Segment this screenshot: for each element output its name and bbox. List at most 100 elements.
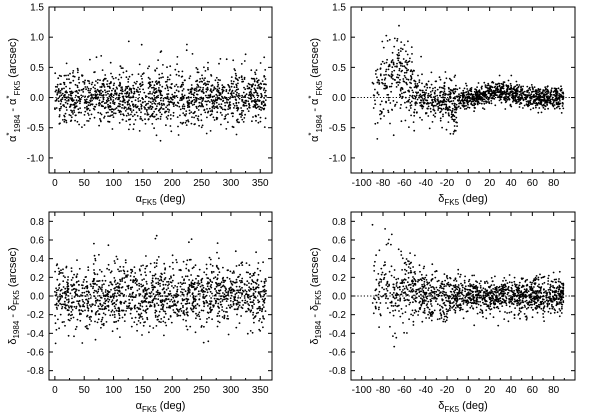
data-point	[101, 90, 104, 93]
data-point	[487, 84, 490, 87]
data-point	[220, 286, 223, 289]
data-point	[374, 298, 376, 301]
data-point	[146, 307, 149, 310]
data-point	[149, 295, 152, 297]
data-point	[148, 81, 151, 84]
data-point	[61, 306, 64, 308]
data-point	[110, 310, 113, 313]
data-point	[237, 88, 240, 91]
data-point	[177, 310, 180, 313]
data-point	[105, 94, 107, 96]
data-point	[151, 106, 154, 108]
data-point	[250, 85, 253, 88]
data-point	[426, 86, 429, 89]
data-point	[251, 100, 254, 102]
data-point	[192, 307, 195, 309]
data-point	[131, 317, 133, 320]
data-point	[211, 106, 214, 109]
data-point	[132, 105, 135, 108]
data-point	[380, 112, 383, 115]
data-point	[205, 288, 207, 290]
data-point	[431, 98, 434, 101]
data-point	[65, 97, 68, 99]
data-point	[432, 114, 435, 117]
data-point	[252, 292, 255, 295]
data-point	[105, 307, 107, 310]
data-point	[105, 102, 108, 104]
data-point	[77, 302, 80, 305]
data-point	[187, 119, 189, 121]
data-point	[242, 110, 245, 112]
data-point	[233, 107, 235, 109]
data-point	[151, 299, 154, 302]
data-point	[76, 273, 79, 275]
data-point	[441, 126, 443, 129]
data-point	[263, 87, 266, 90]
data-point	[165, 124, 167, 127]
data-point	[447, 112, 450, 114]
data-point	[255, 69, 258, 71]
data-point	[235, 93, 238, 96]
data-point	[118, 92, 121, 95]
data-point	[248, 97, 251, 100]
data-point	[80, 94, 83, 97]
data-point	[159, 89, 161, 92]
data-point	[434, 90, 437, 92]
data-point	[208, 101, 211, 103]
data-point	[171, 93, 174, 96]
data-point	[100, 55, 103, 57]
data-point	[70, 92, 72, 95]
data-point	[118, 307, 120, 310]
data-point	[410, 100, 413, 103]
data-point	[495, 94, 497, 97]
data-point	[207, 110, 210, 113]
data-point	[166, 95, 169, 98]
data-point	[205, 90, 208, 93]
data-point	[110, 81, 112, 83]
data-point	[531, 96, 534, 98]
data-point	[169, 315, 172, 317]
y-tick-label: 0.5	[332, 63, 346, 74]
data-point	[411, 94, 414, 97]
data-point	[112, 77, 115, 80]
data-point	[87, 87, 90, 90]
data-point	[545, 87, 547, 90]
data-point	[89, 100, 92, 103]
data-point	[200, 126, 203, 129]
data-point	[146, 318, 149, 321]
data-point	[168, 265, 171, 268]
data-point	[185, 113, 188, 115]
data-point	[237, 276, 239, 279]
data-point	[471, 104, 474, 107]
data-point	[88, 316, 91, 319]
data-point	[142, 309, 145, 312]
data-point	[454, 97, 457, 100]
data-point	[385, 68, 388, 71]
data-point	[389, 102, 392, 104]
data-point	[377, 79, 380, 81]
data-point	[169, 74, 172, 76]
data-point	[86, 108, 88, 111]
data-point	[169, 292, 172, 295]
data-point	[122, 309, 125, 312]
data-point	[252, 286, 255, 289]
data-point	[115, 86, 118, 89]
data-point	[90, 83, 93, 86]
data-point	[105, 299, 108, 302]
data-point	[505, 98, 508, 100]
data-point	[113, 292, 116, 295]
data-point	[243, 76, 246, 79]
data-point	[442, 93, 445, 96]
data-point	[561, 105, 564, 107]
data-point	[541, 96, 544, 98]
data-point	[462, 89, 465, 92]
data-point	[130, 113, 132, 116]
data-point	[238, 76, 241, 79]
data-point	[219, 105, 222, 108]
data-point	[86, 105, 88, 108]
data-point	[114, 287, 116, 289]
data-point	[403, 74, 406, 77]
data-point	[439, 111, 441, 114]
data-point	[70, 317, 72, 320]
data-point	[160, 299, 162, 302]
